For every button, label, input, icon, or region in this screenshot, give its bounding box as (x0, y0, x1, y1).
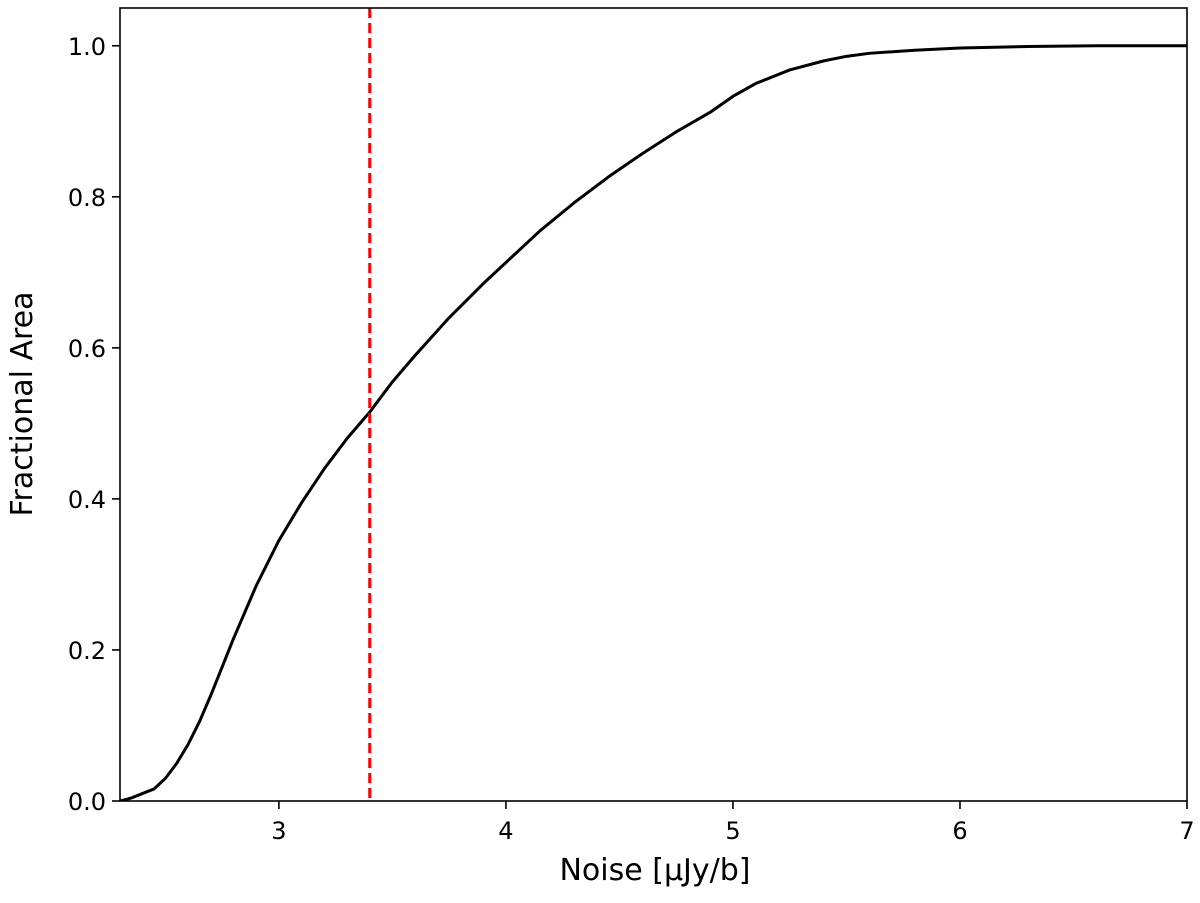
x-tick-label: 6 (952, 817, 967, 845)
y-axis-label: Fractional Area (5, 291, 40, 516)
x-tick-label: 7 (1179, 817, 1194, 845)
axes: 3 4 5 6 7 0.0 0.2 0.4 0.6 0.8 1.0 (68, 7, 1195, 845)
y-tick-label: 0.8 (68, 184, 106, 212)
axes-frame (119, 7, 1188, 802)
y-tick-label: 0.0 (68, 788, 106, 816)
series-line-0 (120, 44, 1187, 801)
x-tick-label: 5 (725, 817, 740, 845)
plot-area (120, 8, 1187, 801)
y-tick-label: 0.6 (68, 335, 106, 363)
x-axis-label: Noise [μJy/b] (559, 853, 750, 888)
x-tick-label: 3 (271, 817, 286, 845)
y-tick-label: 0.2 (68, 637, 106, 665)
y-tick-label: 1.0 (68, 33, 106, 61)
y-tick-label: 0.4 (68, 486, 106, 514)
x-tick-label: 4 (498, 817, 513, 845)
